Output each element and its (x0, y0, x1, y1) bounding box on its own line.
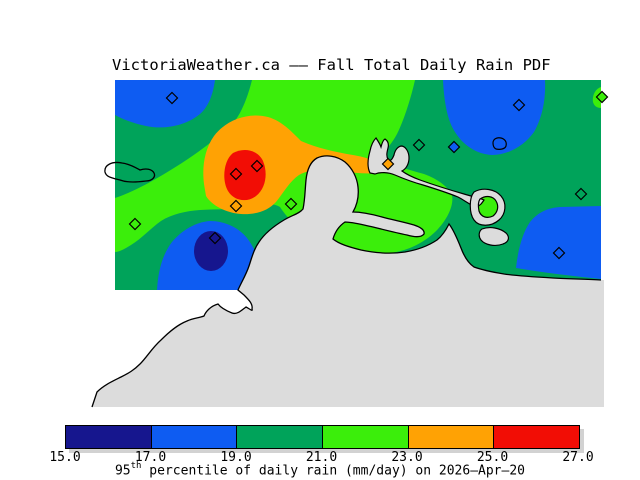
station-marker (595, 90, 609, 104)
island-ring-landmass (469, 188, 506, 226)
colorbar-caption: 95th percentile of daily rain (mm/day) o… (0, 461, 640, 479)
station-marker (229, 199, 243, 213)
southeast-low-region (516, 206, 601, 279)
coastline (91, 155, 602, 408)
station-marker (208, 231, 222, 245)
colorbar-segment-21-23 (323, 426, 409, 448)
station-marker (250, 159, 264, 173)
caption-rest: percentile of daily rain (mm/day) on 202… (141, 463, 525, 479)
colorbar-segment-23-25 (408, 426, 495, 448)
station-marker (447, 140, 461, 154)
colorbar-segment-15-17 (66, 426, 152, 448)
colorbar-segment-17-19 (151, 426, 238, 448)
west-highest-region (224, 149, 266, 201)
small-island-outline (492, 137, 507, 150)
colorbar-segment-25-27 (494, 426, 580, 448)
station-marker (381, 157, 395, 171)
station-marker (552, 246, 566, 260)
colorbar-tick-17.0: 17.0 (134, 450, 167, 465)
station-marker (574, 187, 588, 201)
colorbar-tick-15.0: 15.0 (49, 450, 81, 465)
caption-superscript: th (130, 461, 142, 471)
page-title: VictoriaWeather.ca –– Fall Total Daily R… (112, 56, 551, 74)
station-marker (229, 167, 243, 181)
colorbar-tick-labels: 15.0 17.0 19.0 21.0 23.0 25.0 27.0 (0, 450, 640, 465)
station-markers (128, 90, 609, 260)
colorbar (65, 425, 580, 449)
colorbar-segment-19-21 (237, 426, 324, 448)
islet-landmass (478, 227, 509, 246)
west-lagoon-outline (104, 161, 156, 183)
station-marker (284, 197, 298, 211)
colorbar-tick-25.0: 25.0 (476, 450, 509, 465)
station-marker (165, 91, 179, 105)
colorbar-tick-27.0: 27.0 (562, 450, 594, 465)
south-center-lowest-region (194, 231, 228, 271)
northwest-low-region (115, 80, 215, 128)
station-marker (412, 138, 426, 152)
colorbar-tick-19.0: 19.0 (220, 450, 252, 465)
northeast-low-region (443, 80, 546, 155)
mainland-landmass (92, 155, 604, 407)
station-marker (128, 217, 142, 231)
caption-base: 95 (114, 463, 131, 479)
colorbar-tick-21.0: 21.0 (305, 450, 338, 465)
peninsula-islands-landmass (367, 137, 485, 208)
station-marker (512, 98, 526, 112)
colorbar-tick-23.0: 23.0 (391, 450, 423, 465)
